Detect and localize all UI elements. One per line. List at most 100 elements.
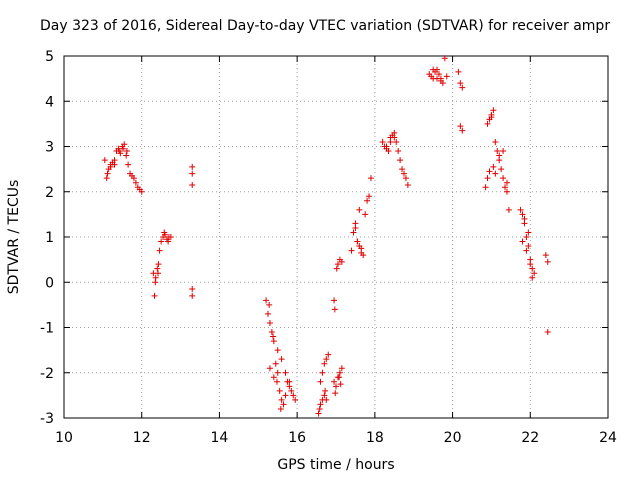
- data-point: [331, 306, 338, 313]
- y-tick-label: -3: [40, 411, 54, 427]
- data-point: [395, 148, 402, 155]
- data-point: [270, 338, 277, 345]
- data-point: [278, 356, 285, 363]
- data-point: [270, 374, 277, 381]
- data-point: [333, 383, 339, 390]
- data-point: [125, 161, 132, 168]
- data-point: [367, 175, 374, 182]
- data-point: [123, 152, 130, 159]
- data-point: [383, 143, 390, 150]
- y-tick-label: -2: [40, 366, 54, 382]
- data-point: [189, 181, 196, 188]
- data-point: [437, 75, 444, 82]
- data-point: [379, 138, 386, 145]
- data-point: [152, 279, 159, 286]
- data-point: [401, 170, 407, 177]
- data-point: [336, 374, 343, 381]
- data-point: [165, 238, 172, 245]
- data-point: [274, 347, 281, 354]
- chart-title: Day 323 of 2016, Sidereal Day-to-day VTE…: [40, 18, 610, 34]
- data-point: [317, 378, 324, 385]
- x-tick-label: 16: [288, 430, 306, 446]
- data-point: [486, 168, 493, 175]
- data-point: [484, 120, 491, 127]
- x-tick-label: 20: [444, 430, 462, 446]
- data-point: [457, 80, 464, 87]
- data-point: [435, 71, 442, 78]
- data-point: [439, 80, 446, 87]
- data-point: [441, 55, 448, 62]
- data-point: [338, 258, 345, 265]
- data-point: [151, 292, 158, 299]
- data-point: [266, 365, 273, 372]
- data-point: [332, 390, 339, 397]
- data-point: [325, 351, 332, 358]
- data-point: [544, 329, 551, 336]
- y-tick-label: 5: [45, 49, 54, 65]
- data-point: [502, 184, 509, 191]
- data-point: [280, 401, 287, 408]
- data-point: [189, 286, 196, 293]
- data-point: [525, 229, 532, 236]
- data-point: [292, 396, 299, 403]
- data-point: [358, 245, 365, 252]
- data-point: [399, 166, 406, 173]
- data-point: [282, 369, 289, 376]
- data-point: [482, 184, 489, 191]
- data-point: [490, 163, 497, 170]
- data-point: [338, 365, 345, 372]
- y-tick-label: 3: [45, 140, 54, 156]
- data-point: [503, 179, 510, 186]
- data-point: [111, 161, 118, 168]
- data-point: [268, 329, 275, 336]
- data-point: [266, 319, 273, 326]
- data-point: [276, 387, 283, 394]
- data-point: [123, 148, 130, 155]
- data-point: [189, 170, 196, 177]
- data-point: [366, 193, 373, 200]
- data-point: [104, 170, 111, 177]
- data-point: [443, 73, 450, 80]
- data-point: [263, 297, 270, 304]
- data-point: [274, 369, 281, 376]
- data-point: [158, 238, 165, 245]
- x-tick-label: 14: [211, 430, 229, 446]
- data-point: [155, 261, 162, 268]
- data-point: [393, 138, 400, 145]
- data-point: [323, 396, 330, 403]
- data-point: [542, 252, 549, 259]
- data-point: [356, 206, 363, 213]
- data-point: [492, 138, 499, 145]
- data-point: [352, 220, 359, 227]
- data-point: [397, 157, 404, 164]
- y-tick-label: -1: [40, 321, 54, 337]
- data-point: [360, 252, 367, 259]
- data-point: [523, 234, 530, 240]
- y-tick-label: 4: [45, 94, 54, 110]
- data-point: [321, 392, 328, 399]
- data-point: [430, 66, 437, 73]
- data-point: [500, 175, 507, 182]
- data-point: [167, 234, 174, 240]
- data-point: [531, 270, 538, 277]
- data-point: [319, 369, 326, 376]
- data-point: [503, 188, 510, 195]
- data-point: [322, 387, 329, 394]
- data-series: [101, 55, 551, 417]
- data-point: [277, 405, 284, 412]
- data-point: [278, 396, 285, 403]
- data-point: [404, 181, 411, 188]
- data-point: [498, 166, 505, 173]
- y-axis-label: SDTVAR / TECUs: [6, 180, 22, 295]
- data-point: [364, 197, 371, 204]
- data-point: [529, 265, 536, 272]
- data-point: [331, 378, 338, 385]
- data-point: [362, 211, 369, 218]
- data-point: [525, 243, 532, 250]
- data-point: [459, 84, 466, 91]
- data-point: [189, 163, 196, 170]
- data-point: [529, 274, 536, 281]
- data-point: [519, 238, 526, 245]
